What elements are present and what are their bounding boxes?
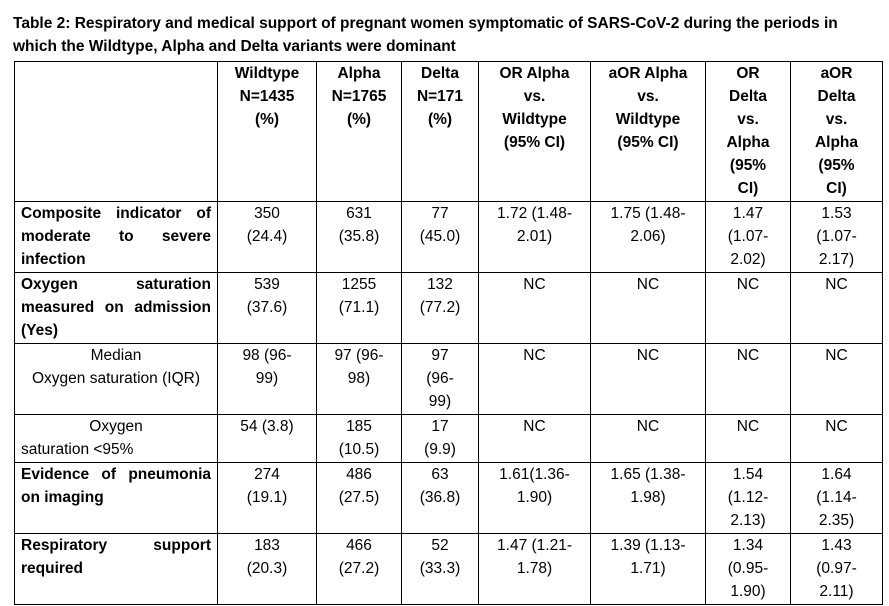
cell-aor-alpha: 1.65 (1.38- 1.98) — [590, 462, 706, 534]
cell-aor-alpha: 1.75 (1.48- 2.06) — [590, 201, 706, 273]
cell-aor-delta: 1.64 (1.14- 2.35) — [790, 462, 883, 534]
table-row: Oxygen saturation measured on admission … — [14, 272, 883, 344]
cell-alpha: 466 (27.2) — [316, 533, 402, 605]
header-empty — [14, 61, 218, 202]
row-label: Median Oxygen saturation (IQR) — [14, 343, 218, 415]
row-label: Composite indicator of moderate to sever… — [14, 201, 218, 273]
table-row: Composite indicator of moderate to sever… — [14, 201, 883, 273]
header-alpha: Alpha N=1765 (%) — [316, 61, 402, 202]
data-table: Wildtype N=1435 (%) Alpha N=1765 (%) Delta N=… — [14, 61, 883, 605]
cell-or-alpha: NC — [478, 343, 591, 415]
cell-wildtype: 98 (96- 99) — [217, 343, 317, 415]
cell-or-alpha: NC — [478, 414, 591, 463]
cell-aor-alpha: NC — [590, 343, 706, 415]
cell-delta: 77 (45.0) — [401, 201, 479, 273]
cell-aor-delta: NC — [790, 343, 883, 415]
header-row: Wildtype N=1435 (%) Alpha N=1765 (%) Delta N=… — [14, 61, 883, 202]
cell-delta: 132 (77.2) — [401, 272, 479, 344]
table-row: Median Oxygen saturation (IQR) 98 (96- 99… — [14, 343, 883, 415]
row-label: Oxygen saturation measured on admission … — [14, 272, 218, 344]
cell-aor-alpha: NC — [590, 272, 706, 344]
header-or-delta: OR Delta vs. Alpha (95% CI) — [705, 61, 791, 202]
cell-alpha: 97 (96- 98) — [316, 343, 402, 415]
table-row: Respiratory support required 183 (20.3) 4… — [14, 533, 883, 605]
cell-or-delta: 1.54 (1.12- 2.13) — [705, 462, 791, 534]
cell-alpha: 185 (10.5) — [316, 414, 402, 463]
cell-aor-alpha: 1.39 (1.13- 1.71) — [590, 533, 706, 605]
header-aor-delta: aOR Delta vs. Alpha (95% CI) — [790, 61, 883, 202]
cell-wildtype: 54 (3.8) — [217, 414, 317, 463]
cell-wildtype: 539 (37.6) — [217, 272, 317, 344]
table-row: Evidence of pneumonia on imaging 274 (19.… — [14, 462, 883, 534]
cell-or-delta: NC — [705, 272, 791, 344]
cell-or-alpha: NC — [478, 272, 591, 344]
cell-wildtype: 183 (20.3) — [217, 533, 317, 605]
cell-or-alpha: 1.47 (1.21- 1.78) — [478, 533, 591, 605]
header-aor-alpha: aOR Alpha vs. Wildtype (95% CI) — [590, 61, 706, 202]
cell-or-alpha: 1.61(1.36- 1.90) — [478, 462, 591, 534]
cell-delta: 63 (36.8) — [401, 462, 479, 534]
cell-aor-delta: NC — [790, 272, 883, 344]
cell-delta: 97 (96- 99) — [401, 343, 479, 415]
cell-aor-delta: 1.53 (1.07- 2.17) — [790, 201, 883, 273]
cell-wildtype: 350 (24.4) — [217, 201, 317, 273]
cell-or-delta: NC — [705, 343, 791, 415]
cell-aor-delta: NC — [790, 414, 883, 463]
cell-or-delta: 1.34 (0.95- 1.90) — [705, 533, 791, 605]
cell-aor-alpha: NC — [590, 414, 706, 463]
row-label: Oxygen saturation <95% — [14, 414, 218, 463]
header-wildtype: Wildtype N=1435 (%) — [217, 61, 317, 202]
cell-aor-delta: 1.43 (0.97- 2.11) — [790, 533, 883, 605]
table-caption: Table 2: Respiratory and medical support… — [13, 15, 838, 55]
cell-alpha: 486 (27.5) — [316, 462, 402, 534]
row-label: Respiratory support required — [14, 533, 218, 605]
cell-alpha: 1255 (71.1) — [316, 272, 402, 344]
header-delta: Delta N=171 (%) — [401, 61, 479, 202]
header-or-alpha: OR Alpha vs. Wildtype (95% CI) — [478, 61, 591, 202]
table-row: Oxygen saturation <95% 54 (3.8) 185 (10.5… — [14, 414, 883, 463]
cell-delta: 52 (33.3) — [401, 533, 479, 605]
row-label: Evidence of pneumonia on imaging — [14, 462, 218, 534]
cell-or-delta: NC — [705, 414, 791, 463]
cell-alpha: 631 (35.8) — [316, 201, 402, 273]
cell-delta: 17 (9.9) — [401, 414, 479, 463]
cell-wildtype: 274 (19.1) — [217, 462, 317, 534]
cell-or-alpha: 1.72 (1.48- 2.01) — [478, 201, 591, 273]
cell-or-delta: 1.47 (1.07- 2.02) — [705, 201, 791, 273]
